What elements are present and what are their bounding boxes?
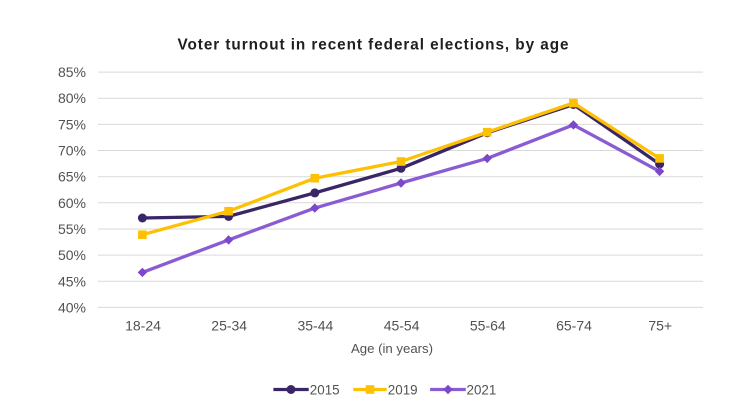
svg-text:25-34: 25-34	[211, 317, 247, 333]
svg-text:75%: 75%	[58, 116, 86, 132]
svg-text:85%: 85%	[58, 64, 86, 80]
svg-text:2021: 2021	[467, 382, 497, 397]
svg-text:45-54: 45-54	[384, 317, 420, 333]
svg-text:18-24: 18-24	[125, 317, 161, 333]
svg-text:55%: 55%	[58, 221, 86, 237]
svg-text:50%: 50%	[58, 247, 86, 263]
svg-text:45%: 45%	[58, 273, 86, 289]
svg-text:35-44: 35-44	[297, 317, 333, 333]
svg-text:70%: 70%	[58, 143, 86, 159]
svg-text:75+: 75+	[648, 317, 672, 333]
svg-text:40%: 40%	[58, 299, 86, 315]
svg-text:2015: 2015	[310, 382, 340, 397]
svg-text:2019: 2019	[388, 382, 418, 397]
svg-text:Age (in years): Age (in years)	[351, 341, 433, 356]
svg-text:Voter turnout in recent federa: Voter turnout in recent federal election…	[178, 37, 569, 54]
svg-text:60%: 60%	[58, 195, 86, 211]
svg-text:65%: 65%	[58, 169, 86, 185]
svg-text:80%: 80%	[58, 90, 86, 106]
svg-text:55-64: 55-64	[470, 317, 506, 333]
svg-text:65-74: 65-74	[556, 317, 592, 333]
